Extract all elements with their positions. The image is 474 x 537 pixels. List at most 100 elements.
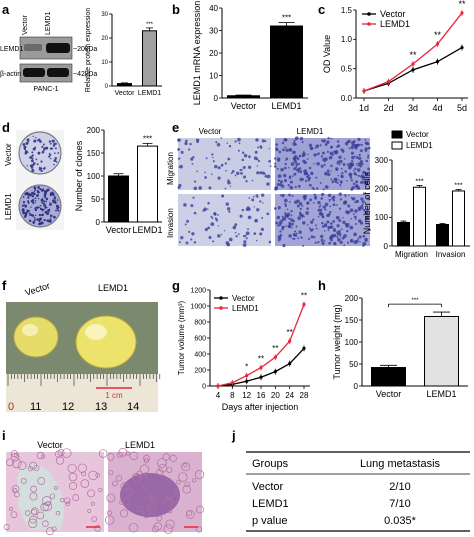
cell-0-78 xyxy=(220,164,224,167)
cell-1-37 xyxy=(277,179,281,182)
cell-3-105 xyxy=(321,192,325,197)
colony-1-149 xyxy=(48,219,52,223)
chart-g-y-tick-label-2: 400 xyxy=(194,351,206,358)
cell-1-179 xyxy=(284,146,287,149)
chart-g-x-label: Days after injection xyxy=(222,402,299,412)
cell-3-115 xyxy=(294,233,298,237)
cell-3-119 xyxy=(339,240,343,244)
panel-e: e Vector LEMD1 Migration Invasion 0 100 20… xyxy=(166,120,470,259)
alveolus-0-7 xyxy=(59,498,65,503)
cell-3-207 xyxy=(281,225,285,229)
colony-plates: Vector LEMD1 xyxy=(4,130,64,230)
cell-3-111 xyxy=(332,220,336,223)
cell-3-27 xyxy=(328,198,331,201)
alveolus-0-27 xyxy=(69,481,78,490)
band-vector-lemd1 xyxy=(24,44,42,51)
colony-1-45 xyxy=(32,198,35,202)
cell-2-61 xyxy=(245,208,249,212)
alveolus-1-44 xyxy=(166,466,173,473)
cell-3-131 xyxy=(317,215,320,218)
chart-c-y-label: OD Value xyxy=(322,35,332,73)
cell-1-20 xyxy=(360,180,364,185)
colony-0-22 xyxy=(48,140,52,143)
chart-g-y-tick-label-5: 1000 xyxy=(190,303,206,310)
cell-3-210 xyxy=(332,229,337,233)
cell-2-59 xyxy=(262,202,264,204)
cell-1-207 xyxy=(294,185,297,189)
cell-2-4 xyxy=(242,243,247,247)
histology-label-lemd1: LEMD1 xyxy=(125,440,155,450)
table-row-1-value: 7/10 xyxy=(389,498,410,510)
chart-d-y-tick-label-4: 200 xyxy=(87,126,101,135)
cell-0-0 xyxy=(234,174,237,177)
cell-2-69 xyxy=(225,241,230,245)
scale-bar-label: 1 cm xyxy=(105,391,123,400)
colony-1-126 xyxy=(41,213,44,216)
cell-0-60 xyxy=(256,165,258,167)
cell-3-228 xyxy=(300,214,304,218)
colony-1-48 xyxy=(42,202,45,205)
cell-1-171 xyxy=(361,175,365,179)
cell-1-101 xyxy=(308,166,312,170)
colony-1-90 xyxy=(50,192,53,194)
colony-dots xyxy=(21,135,60,226)
chart-c-legend-marker-1 xyxy=(367,22,371,26)
chart-g-y-tick-label-4: 800 xyxy=(194,319,206,326)
cell-2-15 xyxy=(186,219,190,223)
cell-0-54 xyxy=(225,169,227,172)
colony-1-135 xyxy=(31,195,34,198)
cell-2-40 xyxy=(213,213,217,216)
colony-0-5 xyxy=(35,137,37,139)
cell-3-62 xyxy=(327,229,330,232)
band-lemd1-lemd1 xyxy=(46,43,70,53)
colony-1-83 xyxy=(54,202,57,204)
cell-3-82 xyxy=(342,200,347,205)
cell-1-113 xyxy=(299,170,303,174)
chart-d-y-tick-label-2: 100 xyxy=(87,172,101,181)
cell-1-76 xyxy=(327,136,330,140)
cell-2-60 xyxy=(212,240,215,243)
cell-0-69 xyxy=(256,171,260,175)
cell-0-84 xyxy=(239,168,242,172)
cell-3-211 xyxy=(279,234,283,237)
alveolus-1-25 xyxy=(108,470,114,476)
cell-1-74 xyxy=(287,183,290,187)
chart-c-x-tick-label-0: 1d xyxy=(359,103,369,113)
cell-0-50 xyxy=(264,140,267,143)
cell-2-37 xyxy=(226,207,231,211)
cell-2-9 xyxy=(252,195,255,198)
chart-h-y-tick-label-0: 0 xyxy=(354,382,359,391)
cell-3-172 xyxy=(277,239,280,242)
cell-3-95 xyxy=(296,204,300,208)
cell-1-77 xyxy=(359,159,363,164)
ruler-number-14: 14 xyxy=(127,401,139,413)
alveolus-1-41 xyxy=(142,484,149,491)
cell-1-51 xyxy=(324,161,326,163)
ruler-number-13: 13 xyxy=(95,401,107,413)
colony-1-57 xyxy=(51,191,54,194)
cell-1-126 xyxy=(277,174,282,179)
cell-0-34 xyxy=(210,173,213,176)
alveolus-1-7 xyxy=(129,451,138,461)
colony-0-9 xyxy=(22,143,26,146)
alveolus-1-43 xyxy=(186,510,192,516)
alveolus-1-45 xyxy=(147,503,157,513)
colony-0-53 xyxy=(27,140,30,143)
chart-a-bar-0 xyxy=(117,83,132,87)
cell-1-143 xyxy=(326,169,330,173)
alveolus-1-55 xyxy=(136,470,144,478)
colony-1-99 xyxy=(46,212,50,215)
alveolus-1-15 xyxy=(185,510,195,519)
alveolus-1-0 xyxy=(148,495,154,501)
cell-3-197 xyxy=(309,198,313,202)
cell-3-205 xyxy=(327,225,331,229)
alveolus-0-3 xyxy=(6,458,14,467)
colony-1-25 xyxy=(37,186,40,189)
alveolus-0-28 xyxy=(37,477,46,485)
cell-3-151 xyxy=(307,237,311,240)
cell-3-155 xyxy=(282,243,286,248)
chart-e-bar-lemd1-0 xyxy=(413,186,426,247)
cell-1-208 xyxy=(274,162,277,165)
chart-e-y-tick-label-1: 100 xyxy=(375,213,389,222)
cell-0-68 xyxy=(247,165,252,169)
